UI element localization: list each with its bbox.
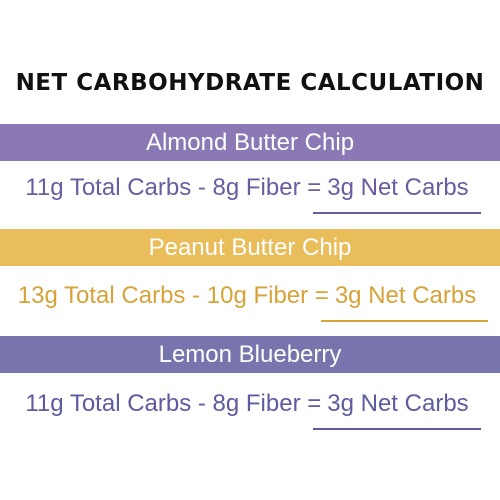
formula-almond-butter-chip: 11g Total Carbs - 8g Fiber = 3g Net Carbs	[0, 174, 500, 214]
flavor-band-lemon-blueberry: Lemon Blueberry	[0, 336, 500, 373]
formula-equation: 11g Total Carbs - 8g Fiber =	[25, 390, 322, 417]
result-underline	[313, 428, 481, 430]
result-underline	[320, 320, 489, 322]
formula-peanut-butter-chip: 13g Total Carbs - 10g Fiber = 3g Net Carb…	[0, 282, 500, 322]
page-title: NET CARBOHYDRATE CALCULATION	[15, 70, 485, 96]
formula-equation: 11g Total Carbs - 8g Fiber =	[25, 174, 322, 201]
net-carbs-value: 3g Net Carbs	[334, 282, 477, 309]
net-carbs-result: 3g Net Carbs	[313, 390, 481, 430]
flavor-name: Peanut Butter Chip	[148, 233, 352, 261]
flavor-name: Almond Butter Chip	[145, 128, 355, 156]
formula-lemon-blueberry: 11g Total Carbs - 8g Fiber = 3g Net Carbs	[0, 390, 500, 430]
flavor-name: Lemon Blueberry	[158, 340, 342, 368]
net-carbs-value: 3g Net Carbs	[327, 174, 469, 201]
net-carbs-value: 3g Net Carbs	[327, 390, 469, 417]
net-carbs-result: 3g Net Carbs	[313, 174, 481, 214]
flavor-band-peanut-butter-chip: Peanut Butter Chip	[0, 229, 500, 266]
flavor-band-almond-butter-chip: Almond Butter Chip	[0, 124, 500, 161]
net-carbs-result: 3g Net Carbs	[320, 282, 489, 322]
result-underline	[313, 212, 481, 214]
formula-equation: 13g Total Carbs - 10g Fiber =	[17, 282, 329, 309]
